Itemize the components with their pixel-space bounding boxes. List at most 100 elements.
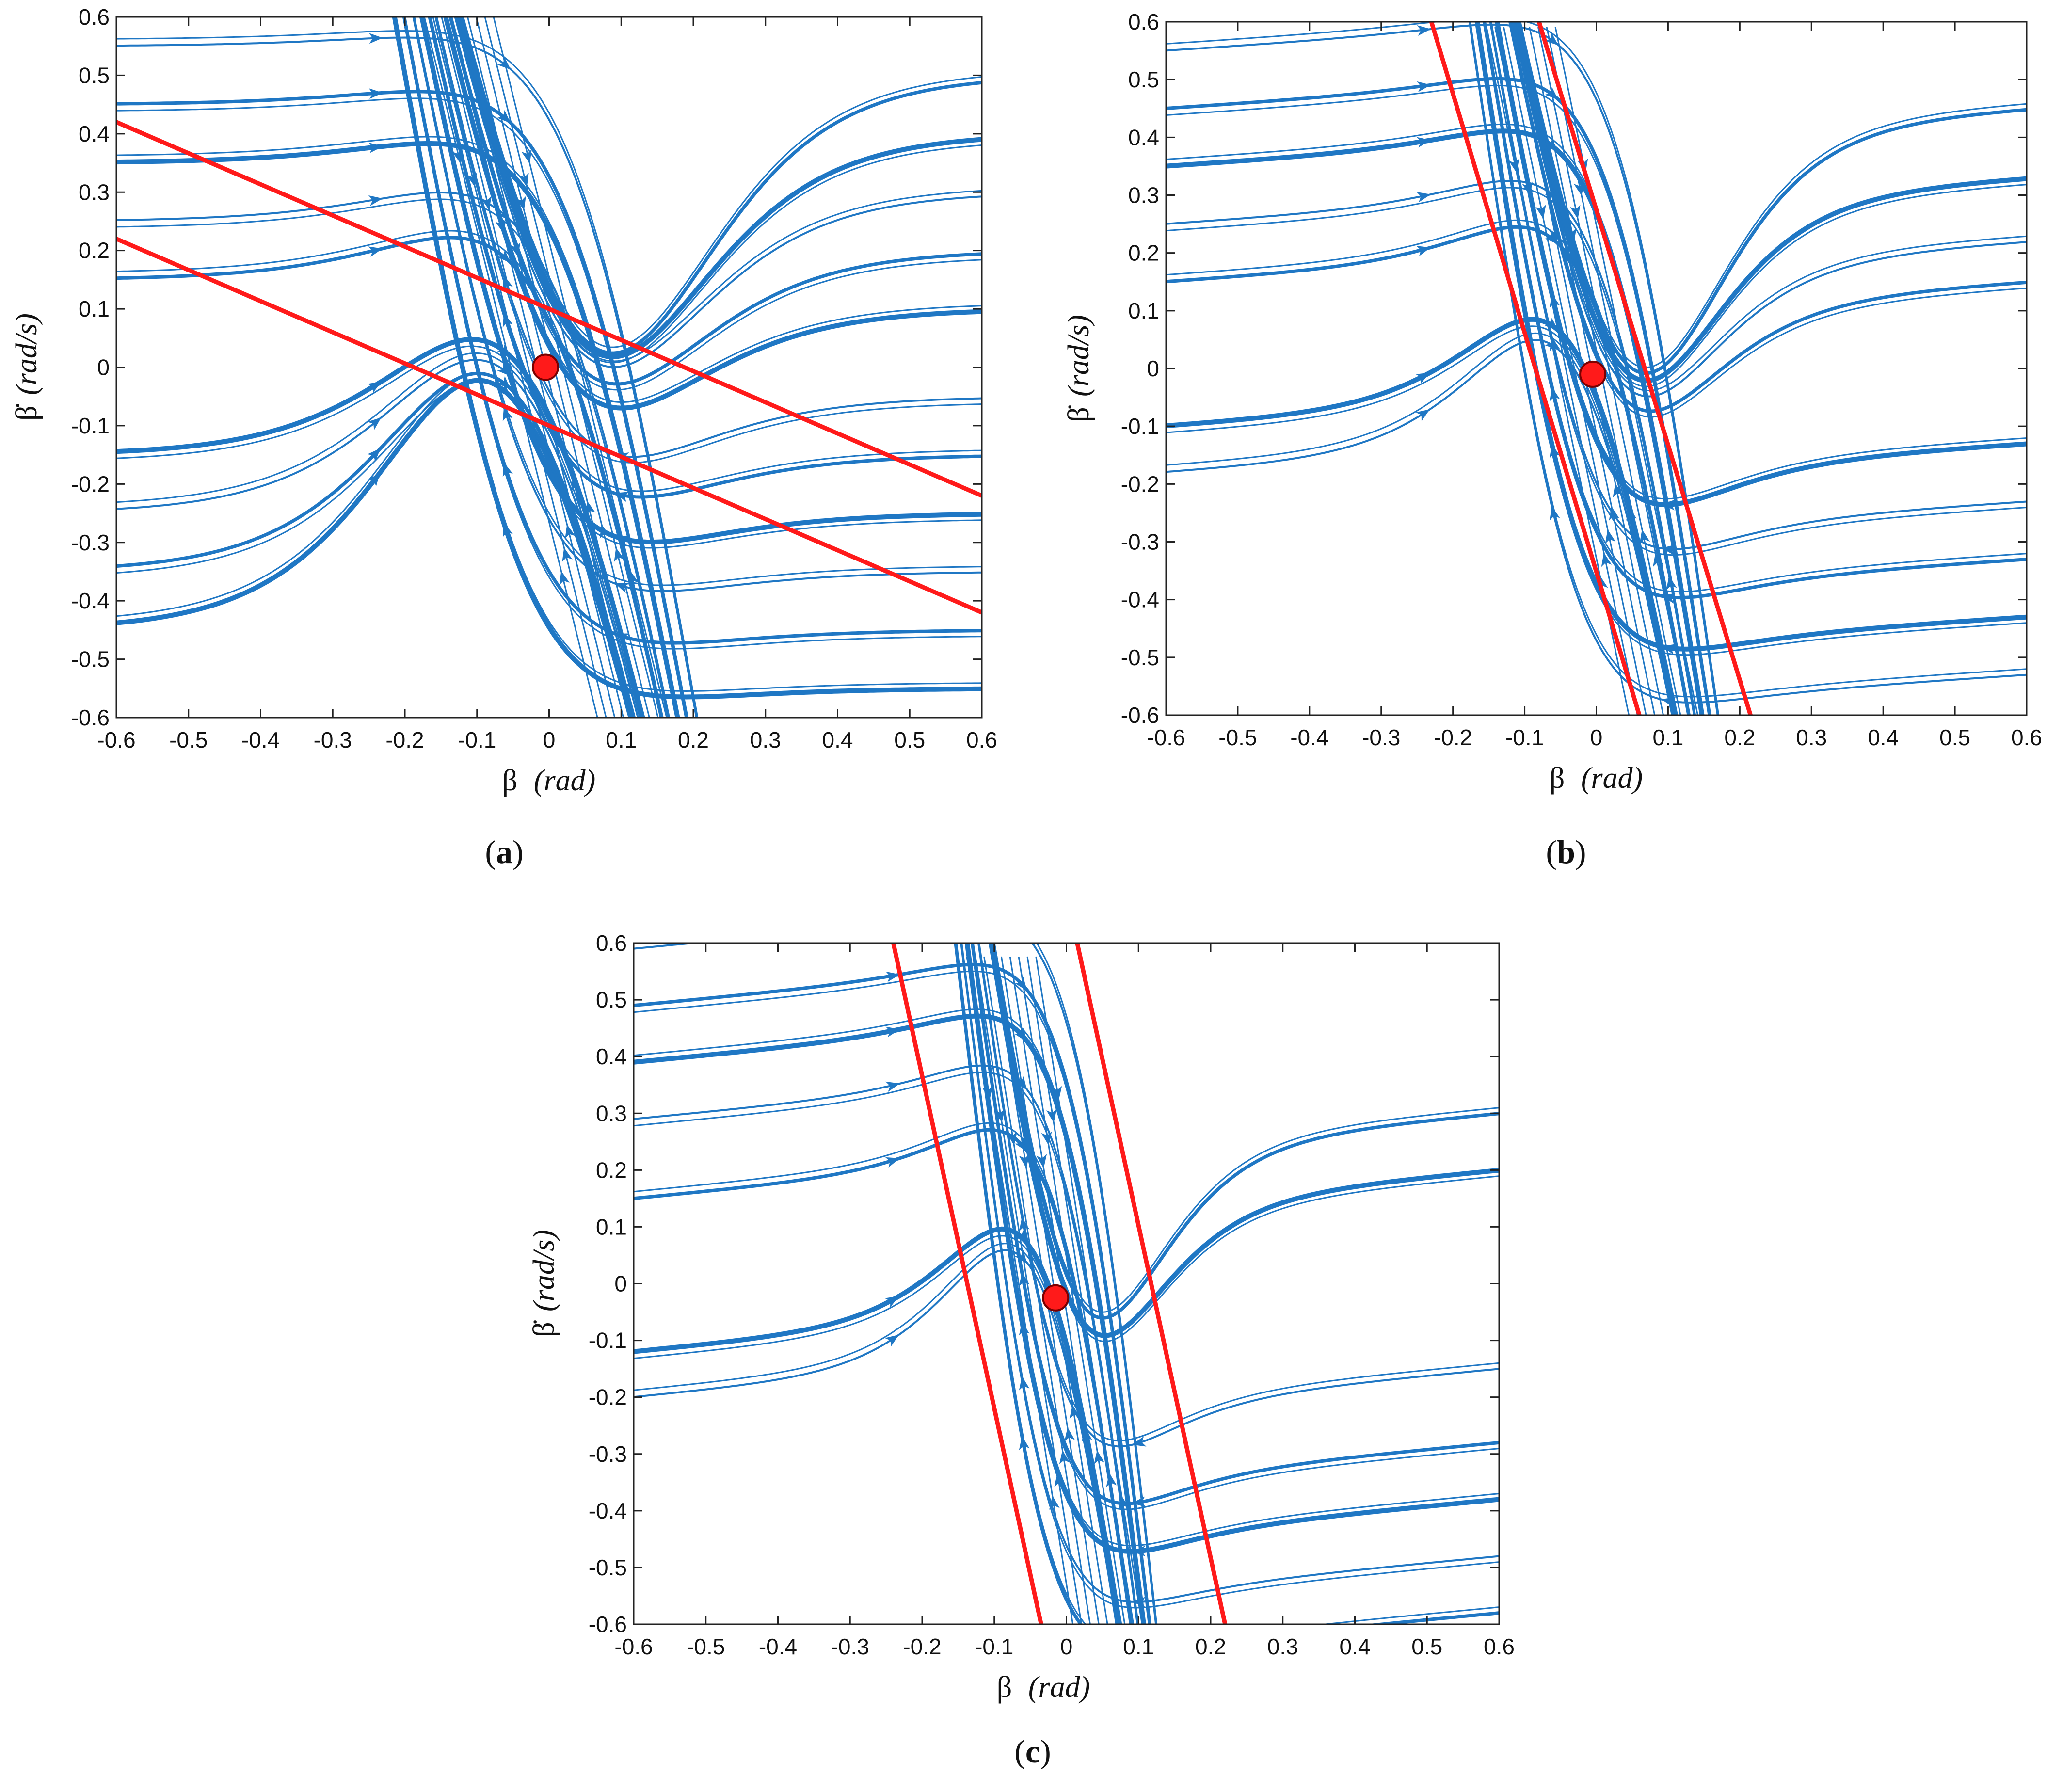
- streamline-core-c-4-1: [1020, 1297, 1074, 1624]
- x-axis-symbol-b: β: [1550, 762, 1565, 795]
- streamline-core-c--3-1: [1081, 1297, 1135, 1624]
- equilibrium-point-c: [1042, 1284, 1070, 1312]
- streamline-core-a-3-1: [519, 367, 607, 718]
- streamline-right-b-4: [1494, 22, 2027, 507]
- stream-arrow-b-l6-0: [1415, 409, 1430, 421]
- stream-arrow-a-r7-0: [615, 535, 630, 546]
- streamline-left-c-0: [634, 943, 1157, 1624]
- y-tick-label-b-8: 0.2: [1128, 240, 1159, 266]
- streamline-left-a-5: [116, 337, 645, 718]
- streamline-left-a-2: [116, 141, 680, 718]
- streamline-core-b--3-0: [1494, 27, 1568, 375]
- streamline-left-companion-c-1: [634, 970, 1150, 1624]
- stream-arrow-a-l6-0: [367, 417, 382, 431]
- streamline-core-c-3-1: [1029, 1297, 1083, 1624]
- y-tick-label-c-9: 0.3: [596, 1101, 627, 1126]
- stream-arrow-c-l1-0: [885, 971, 900, 982]
- stream-arrow-a-c-4-0: [452, 149, 463, 164]
- streamline-core-c--4-0: [966, 956, 1022, 1299]
- stream-arrow-a-c2-0: [515, 196, 526, 210]
- stream-arrow-a-c-2-1: [599, 524, 610, 539]
- streamline-left-b-1: [1166, 77, 1711, 715]
- equilibrium-point-a: [532, 353, 560, 381]
- y-axis-title-a: β̇ (rad/s): [10, 313, 43, 421]
- streamline-right-companion-c-2: [978, 943, 1499, 1441]
- stream-arrow-b-l5-1: [1544, 318, 1559, 331]
- stream-arrow-a-c1-0: [512, 219, 523, 234]
- stream-arrow-b-c-1-0: [1549, 227, 1560, 242]
- streamline-core-a--4-0: [423, 17, 512, 368]
- axis-ticks-a: -0.6 -0.5 -0.4 -0.3 -0.2 -0.1 0 0.1 0.2 0.3 0.4 0.5…: [71, 4, 997, 752]
- stream-arrow-b-r4-0: [1661, 499, 1675, 511]
- streamline-core-b-0-0: [1520, 27, 1594, 375]
- streamline-right-a-10: [392, 17, 982, 700]
- y-tick-label-b-6: 0: [1147, 356, 1159, 381]
- stream-arrow-a-l0-1: [497, 56, 511, 70]
- stream-arrow-a-l8-1: [497, 384, 511, 398]
- y-tick-label-c-10: 0.4: [596, 1044, 627, 1069]
- stream-arrow-c-l2-0: [885, 1026, 900, 1038]
- y-axis-title-b: β̇ (rad/s): [1062, 315, 1095, 422]
- y-axis-symbol-b: β̇: [1062, 405, 1095, 422]
- streamline-core-b--3-1: [1617, 373, 1690, 715]
- stream-arrow-b-l5-0: [1415, 372, 1430, 384]
- stream-arrow-c-l0-0: [886, 914, 901, 927]
- y-tick-label-c-8: 0.2: [596, 1157, 627, 1183]
- streamline-right-c-5: [960, 943, 1499, 1603]
- stream-arrow-c-c1-0: [1036, 1154, 1047, 1168]
- panel-a: -0.6 -0.5 -0.4 -0.3 -0.2 -0.1 0 0.1 0.2 0.3 0.4 0.5…: [10, 4, 997, 797]
- stream-arrow-c-l0-1: [1015, 924, 1032, 941]
- y-tick-label-b-9: 0.3: [1128, 183, 1159, 208]
- streamlines-a: [116, 17, 982, 718]
- y-tick-label-a-3: -0.3: [71, 530, 110, 555]
- streamline-core-b--1-1: [1600, 373, 1673, 715]
- streamline-left-a-0: [116, 36, 698, 718]
- y-tick-label-a-12: 0.6: [79, 4, 110, 30]
- streamline-core-b-1-1: [1583, 373, 1656, 715]
- x-tick-label-b-9: 0.3: [1796, 725, 1827, 750]
- streamline-left-companion-b-3: [1166, 187, 1695, 715]
- streamline-core-b-3-1: [1566, 373, 1638, 715]
- y-tick-label-b-4: -0.2: [1121, 471, 1159, 496]
- panel-caption-b-letter: b: [1557, 833, 1575, 870]
- stream-arrow-b-c2-1: [1605, 529, 1616, 544]
- streamline-core-a-3-0: [484, 17, 573, 368]
- streamline-right-companion-c-5: [960, 943, 1499, 1609]
- stream-arrow-a-l4-1: [497, 249, 511, 263]
- stream-arrow-a-c4-1: [559, 571, 570, 586]
- x-tick-label-a-1: -0.5: [169, 727, 208, 752]
- streamline-core-a--1-1: [553, 367, 641, 718]
- streamline-right-a-0: [460, 17, 982, 355]
- streamline-core-a--1-0: [449, 17, 538, 368]
- stream-arrow-b-c-1-1: [1626, 506, 1637, 521]
- streamline-right-companion-c-0: [993, 943, 1499, 1313]
- stream-arrow-c-c4-0: [1051, 1086, 1062, 1101]
- x-tick-label-a-8: 0.2: [678, 727, 709, 752]
- stream-arrow-a-c1-1: [568, 500, 578, 515]
- streamline-left-companion-a-2: [116, 136, 680, 718]
- streamline-left-a-1: [116, 90, 688, 718]
- panel-b: -0.6 -0.5 -0.4 -0.3 -0.2 -0.1 0 0.1 0.2 0.3 0.4 0.5…: [1062, 9, 2042, 795]
- streamline-core-a-4-1: [510, 367, 598, 718]
- x-axis-title-a: β (rad): [502, 764, 595, 797]
- y-axis-symbol-c: β̇: [528, 1320, 560, 1337]
- stream-arrow-a-c-4-1: [628, 571, 639, 586]
- streamline-right-companion-b-0: [1519, 22, 2027, 368]
- y-axis-unit-b: (rad/s): [1062, 315, 1095, 397]
- stream-arrow-c-c-1-0: [1019, 1154, 1030, 1168]
- streamline-right-b-7: [1474, 22, 2027, 652]
- stream-arrow-b-c3-0: [1573, 181, 1584, 196]
- streamline-core-b-4-0: [1554, 27, 1628, 375]
- streamline-left-companion-b-5: [1166, 325, 1675, 715]
- x-tick-label-c-10: 0.4: [1340, 1634, 1371, 1659]
- stream-arrow-c-c4-1: [1049, 1495, 1060, 1510]
- stream-arrow-b-c-2-0: [1535, 205, 1546, 219]
- x-tick-label-b-3: -0.3: [1362, 725, 1400, 750]
- x-tick-label-c-6: 0: [1060, 1634, 1073, 1659]
- y-tick-label-c-11: 0.5: [596, 987, 627, 1012]
- y-tick-label-a-0: -0.6: [71, 705, 110, 730]
- streamline-right-b-6: [1483, 22, 2027, 600]
- y-tick-label-c-2: -0.4: [589, 1498, 627, 1523]
- x-tick-label-b-6: 0: [1590, 725, 1603, 750]
- x-tick-label-a-4: -0.2: [385, 727, 424, 752]
